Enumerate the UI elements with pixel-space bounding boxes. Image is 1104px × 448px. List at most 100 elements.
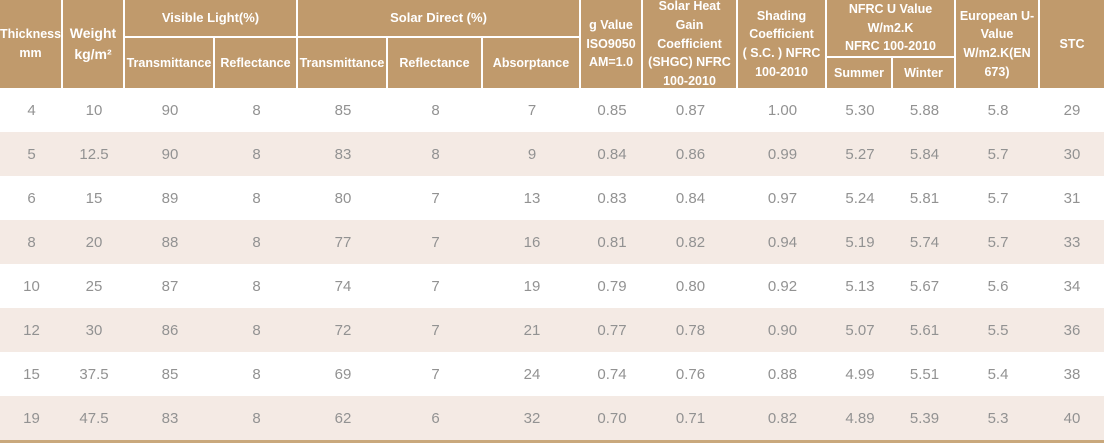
- table-cell: 62: [334, 409, 352, 427]
- col-header-thickness: Thickness mm: [0, 0, 63, 88]
- table-cell: 5.6: [987, 277, 1009, 295]
- table-cell: 0.77: [597, 321, 627, 339]
- table-row: 12 30 86 8 72 7 21 0.77 0.78 0.90 5.07 5.61 5.5 36: [0, 308, 1104, 352]
- table-row: 15 37.5 85 8 69 7 24 0.74 0.76 0.88 4.99 5.51 5.4 38: [0, 352, 1104, 396]
- table-cell: 0.97: [767, 189, 798, 207]
- table-cell: 5.5: [987, 321, 1009, 339]
- table-cell: 85: [161, 365, 179, 383]
- table-cell: 5.67: [909, 277, 940, 295]
- table-cell: 5.30: [845, 101, 875, 119]
- col-header-solar-direct-transmittance: Transmittance: [298, 38, 388, 88]
- col-header-visible-light-reflectance: Reflectance: [215, 38, 298, 88]
- table-cell: 0.76: [675, 365, 706, 383]
- table-cell: 13: [523, 189, 541, 207]
- table-row: 4 10 90 8 85 8 7 0.85 0.87 1.00 5.30 5.88 5.8 29: [0, 88, 1104, 132]
- table-cell: 15: [85, 189, 103, 207]
- table-cell: 5.3: [987, 409, 1009, 427]
- table-cell: 29: [1063, 101, 1081, 119]
- col-header-shading-coefficient: Shading Coefficient ( S.C. ) NFRC 100-20…: [738, 0, 827, 88]
- table-cell: 16: [523, 233, 541, 251]
- table-cell: 5.7: [987, 145, 1009, 163]
- col-group-visible-light: Visible Light(%): [125, 0, 298, 38]
- table-cell: 0.87: [675, 101, 706, 119]
- table-cell: 25: [85, 277, 103, 295]
- table-cell: 1.00: [767, 101, 798, 119]
- table-cell: 69: [334, 365, 352, 383]
- table-cell: 5.74: [909, 233, 940, 251]
- table-cell: 32: [523, 409, 541, 427]
- table-cell: 0.90: [767, 321, 798, 339]
- table-cell: 10: [23, 277, 40, 295]
- table-cell: 8: [431, 101, 440, 119]
- table-cell: 8: [27, 233, 36, 251]
- table-cell: 5.27: [845, 145, 875, 163]
- table-cell: 15: [23, 365, 40, 383]
- table-cell: 10: [85, 101, 103, 119]
- table-cell: 5.51: [909, 365, 940, 383]
- table-row: 10 25 87 8 74 7 19 0.79 0.80 0.92 5.13 5.67 5.6 34: [0, 264, 1104, 308]
- table-cell: 7: [431, 277, 440, 295]
- table-cell: 6: [27, 189, 36, 207]
- table-bottom-border: [0, 440, 1104, 443]
- table-cell: 0.84: [675, 189, 706, 207]
- table-cell: 5.88: [909, 101, 940, 119]
- table-cell: 0.78: [675, 321, 706, 339]
- table-cell: 4.99: [845, 365, 875, 383]
- table-cell: 4.89: [845, 409, 875, 427]
- table-cell: 0.92: [767, 277, 798, 295]
- table-cell: 30: [1063, 145, 1081, 163]
- table-cell: 0.74: [597, 365, 627, 383]
- table-cell: 0.84: [597, 145, 627, 163]
- col-header-european-u-value: European U- Value W/m2.K(EN 673): [956, 0, 1040, 88]
- table-cell: 5.84: [909, 145, 940, 163]
- table-cell: 37.5: [79, 365, 109, 383]
- table-row: 5 12.5 90 8 83 8 9 0.84 0.86 0.99 5.27 5.84 5.7 30: [0, 132, 1104, 176]
- table-cell: 83: [161, 409, 179, 427]
- table-cell: 0.82: [675, 233, 706, 251]
- table-row: 19 47.5 83 8 62 6 32 0.70 0.71 0.82 4.89 5.39 5.3 40: [0, 396, 1104, 440]
- table-cell: 77: [334, 233, 352, 251]
- table-cell: 0.86: [675, 145, 706, 163]
- table-cell: 5.61: [909, 321, 940, 339]
- table-cell: 89: [161, 189, 179, 207]
- table-cell: 7: [431, 233, 440, 251]
- table-cell: 8: [252, 409, 261, 427]
- table-cell: 86: [161, 321, 179, 339]
- table-cell: 5.8: [987, 101, 1009, 119]
- table-cell: 12: [23, 321, 40, 339]
- table-row: 6 15 89 8 80 7 13 0.83 0.84 0.97 5.24 5.81 5.7 31: [0, 176, 1104, 220]
- table-cell: 38: [1063, 365, 1081, 383]
- table-cell: 8: [252, 101, 261, 119]
- table-cell: 72: [334, 321, 352, 339]
- col-header-shgc: Solar Heat Gain Coefficient (SHGC) NFRC …: [643, 0, 738, 88]
- table-cell: 20: [85, 233, 103, 251]
- table-cell: 7: [431, 189, 440, 207]
- table-cell: 47.5: [79, 409, 109, 427]
- table-cell: 8: [252, 233, 261, 251]
- table-cell: 0.79: [597, 277, 627, 295]
- table-cell: 7: [431, 365, 440, 383]
- table-body: 4 10 90 8 85 8 7 0.85 0.87 1.00 5.30 5.88 5.8 29 5 12.5…: [0, 88, 1104, 440]
- table-cell: 8: [252, 365, 261, 383]
- table-cell: 12.5: [79, 145, 109, 163]
- table-cell: 87: [161, 277, 179, 295]
- col-header-winter: Winter: [893, 58, 956, 88]
- table-cell: 0.85: [597, 101, 627, 119]
- table-cell: 24: [523, 365, 541, 383]
- table-cell: 5.7: [987, 233, 1009, 251]
- table-cell: 8: [252, 189, 261, 207]
- table-cell: 7: [431, 321, 440, 339]
- table-cell: 6: [431, 409, 440, 427]
- col-group-solar-direct: Solar Direct (%): [298, 0, 581, 38]
- col-group-nfrc-u-value: NFRC U Value W/m2.K NFRC 100-2010: [827, 0, 956, 58]
- table-cell: 8: [252, 321, 261, 339]
- col-header-solar-direct-reflectance: Reflectance: [388, 38, 483, 88]
- table-cell: 5: [27, 145, 36, 163]
- table-cell: 0.99: [767, 145, 798, 163]
- col-header-solar-direct-absorptance: Absorptance: [483, 38, 581, 88]
- table-cell: 0.88: [767, 365, 798, 383]
- table-cell: 0.82: [767, 409, 798, 427]
- table-cell: 40: [1063, 409, 1081, 427]
- table-cell: 8: [431, 145, 440, 163]
